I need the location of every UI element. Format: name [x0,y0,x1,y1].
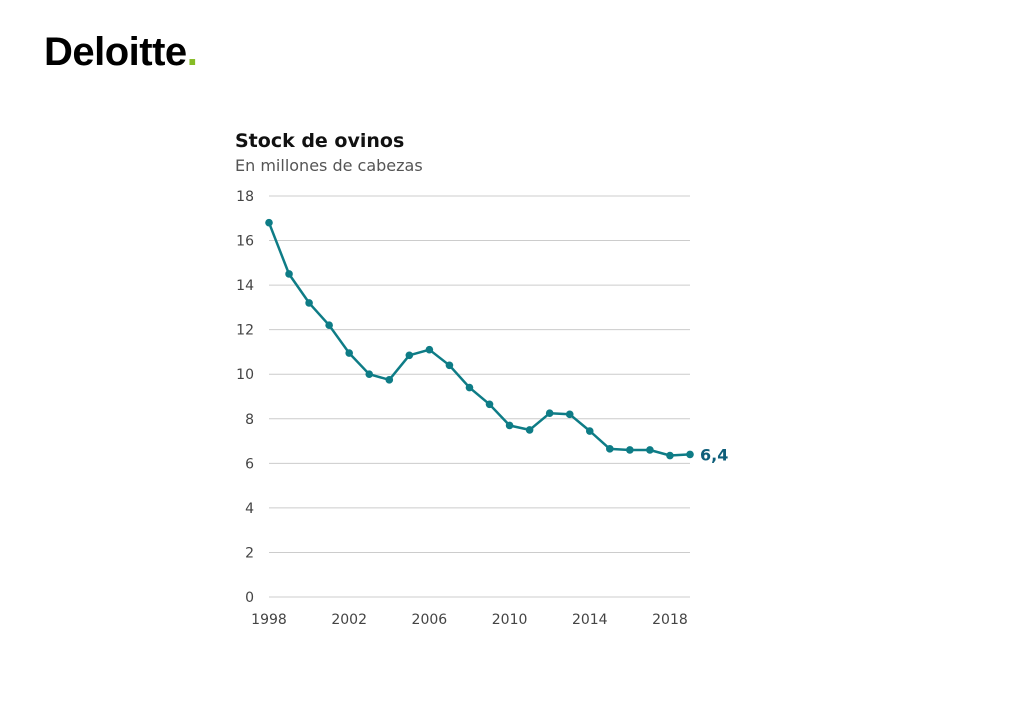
data-point [465,383,474,392]
data-point [585,427,594,435]
chart-subtitle: En millones de cabezas [235,156,423,175]
data-point [666,451,674,460]
data-point [485,400,494,409]
data-point [265,218,273,227]
series-line [267,222,691,457]
x-tick-label: 2018 [652,612,688,628]
data-point [646,446,654,454]
data-point [425,345,434,354]
data-point [606,445,614,453]
y-tick-label: 8 [245,412,254,428]
series-ovinos [265,218,694,460]
y-tick-label: 4 [245,501,254,517]
y-axis-ticks: 0 2 4 6 8 10 12 14 16 18 [236,189,254,606]
x-tick-label: 1998 [251,612,287,628]
y-tick-label: 12 [236,323,254,339]
end-value-label: 6,4 [700,445,728,464]
data-point [405,351,414,360]
data-point [686,450,694,459]
y-tick-label: 14 [236,278,254,294]
x-tick-label: 2014 [572,612,608,628]
x-tick-label: 2006 [412,612,448,628]
y-tick-label: 18 [236,189,254,205]
data-point [545,409,554,418]
data-point [345,349,353,357]
x-tick-label: 2010 [492,612,528,628]
chart-title: Stock de ovinos [235,130,405,152]
data-point [445,361,454,370]
data-point [305,299,313,307]
y-tick-label: 10 [236,367,254,383]
data-point [365,370,374,379]
data-labels: 6,4 [700,445,728,464]
data-point [325,321,333,330]
data-point [565,410,574,419]
data-point [525,426,534,434]
grid-lines [269,195,690,598]
data-point [285,270,293,278]
logo-dot: . [186,30,198,74]
y-tick-label: 16 [236,234,254,250]
y-tick-label: 2 [245,545,254,561]
data-point [385,375,394,384]
y-tick-label: 6 [245,456,254,472]
x-axis-ticks: 1998 2002 2006 2010 2014 2018 [251,612,688,628]
logo-text: Deloitte [44,30,187,74]
y-tick-label: 0 [245,590,254,606]
x-tick-label: 2002 [331,612,367,628]
data-point [626,446,634,454]
deloitte-logo: Deloitte. [44,30,198,75]
data-point [505,421,514,430]
